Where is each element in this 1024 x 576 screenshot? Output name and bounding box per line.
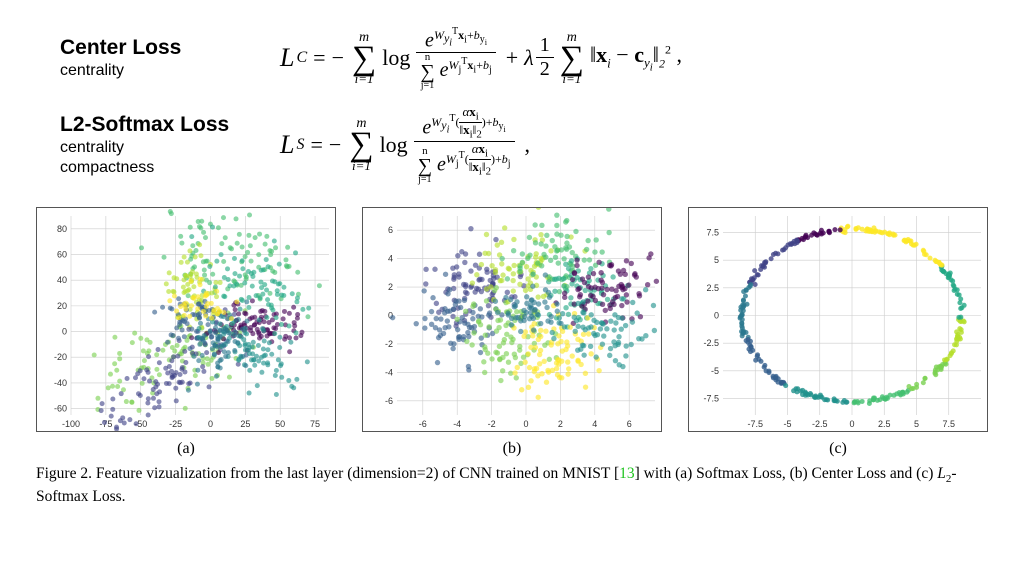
svg-text:60: 60 bbox=[57, 250, 67, 260]
plot-b: -6-4-20246-6-4-20246 bbox=[362, 207, 662, 432]
svg-text:0: 0 bbox=[849, 419, 854, 429]
svg-text:2: 2 bbox=[558, 419, 563, 429]
svg-text:0: 0 bbox=[208, 419, 213, 429]
plot-c: -7.5 -5 -2.5 0 2.5 5 7.5 -7.5 -5 -2.5 0 2.5 5 7.5 bbox=[688, 207, 988, 432]
svg-text:-2: -2 bbox=[385, 339, 393, 349]
svg-text:0: 0 bbox=[714, 311, 719, 321]
svg-text:0: 0 bbox=[62, 327, 67, 337]
svg-text:7.5: 7.5 bbox=[706, 228, 719, 238]
svg-text:25: 25 bbox=[240, 419, 250, 429]
l2-softmax-sub1: centrality bbox=[60, 139, 280, 157]
svg-text:5: 5 bbox=[714, 255, 719, 265]
svg-text:0: 0 bbox=[523, 419, 528, 429]
svg-text:6: 6 bbox=[388, 225, 393, 235]
svg-text:-7.5: -7.5 bbox=[703, 393, 719, 403]
svg-text:75: 75 bbox=[310, 419, 320, 429]
svg-text:-6: -6 bbox=[385, 396, 393, 406]
l2-softmax-equation: LS = − m∑i=1 log eWyiT(αxi‖xi‖2)+byi n∑j… bbox=[280, 105, 964, 184]
svg-text:80: 80 bbox=[57, 224, 67, 234]
svg-text:4: 4 bbox=[388, 254, 393, 264]
plot-c-wrap: -7.5 -5 -2.5 0 2.5 5 7.5 -7.5 -5 -2.5 0 2.5 5 7.5 (c) bbox=[688, 207, 988, 458]
svg-text:-6: -6 bbox=[419, 419, 427, 429]
svg-text:20: 20 bbox=[57, 301, 67, 311]
svg-text:-7.5: -7.5 bbox=[747, 419, 763, 429]
caption-l2: L bbox=[937, 465, 946, 482]
center-loss-subtitle: centrality bbox=[60, 62, 280, 80]
svg-text:-60: -60 bbox=[54, 404, 67, 414]
caption-middle: ] with (a) Softmax Loss, (b) Center Loss… bbox=[635, 465, 938, 482]
svg-text:-20: -20 bbox=[54, 352, 67, 362]
center-loss-label: Center Loss centrality bbox=[60, 36, 280, 80]
svg-text:40: 40 bbox=[57, 275, 67, 285]
svg-text:-5: -5 bbox=[783, 419, 791, 429]
svg-text:-4: -4 bbox=[385, 367, 393, 377]
svg-text:4: 4 bbox=[592, 419, 597, 429]
l2-softmax-sub2: compactness bbox=[60, 159, 280, 177]
svg-text:-2.5: -2.5 bbox=[703, 338, 719, 348]
plot-a-letter: (a) bbox=[177, 440, 195, 458]
svg-text:-2: -2 bbox=[488, 419, 496, 429]
caption-prefix: Figure 2. Feature vizualization from the… bbox=[36, 465, 619, 482]
svg-text:7.5: 7.5 bbox=[942, 419, 955, 429]
figure-caption: Figure 2. Feature vizualization from the… bbox=[0, 458, 1024, 508]
svg-text:2.5: 2.5 bbox=[706, 283, 719, 293]
plots-row: -100-75-50-250255075-60-40-20020406080 (… bbox=[0, 197, 1024, 458]
svg-text:50: 50 bbox=[275, 419, 285, 429]
center-loss-title: Center Loss bbox=[60, 36, 280, 60]
l2-softmax-title: L2-Softmax Loss bbox=[60, 113, 280, 137]
l2-softmax-label: L2-Softmax Loss centrality compactness bbox=[60, 113, 280, 177]
svg-text:-100: -100 bbox=[62, 419, 80, 429]
svg-text:2.5: 2.5 bbox=[878, 419, 891, 429]
plot-a-wrap: -100-75-50-250255075-60-40-20020406080 (… bbox=[36, 207, 336, 458]
svg-text:2: 2 bbox=[388, 282, 393, 292]
svg-text:-25: -25 bbox=[169, 419, 182, 429]
svg-text:-40: -40 bbox=[54, 378, 67, 388]
center-loss-row: Center Loss centrality LC = − m∑i=1 log … bbox=[0, 0, 1024, 92]
svg-text:5: 5 bbox=[914, 419, 919, 429]
svg-text:-4: -4 bbox=[453, 419, 461, 429]
center-loss-equation: LC = − m∑i=1 log eWyiTxi+byi n∑j=1 eWjTx… bbox=[280, 26, 964, 91]
svg-text:-2.5: -2.5 bbox=[812, 419, 828, 429]
svg-text:6: 6 bbox=[627, 419, 632, 429]
plot-c-letter: (c) bbox=[829, 440, 847, 458]
plot-b-wrap: -6-4-20246-6-4-20246 (b) bbox=[362, 207, 662, 458]
caption-ref: 13 bbox=[619, 465, 635, 482]
plot-b-letter: (b) bbox=[503, 440, 522, 458]
plot-a: -100-75-50-250255075-60-40-20020406080 bbox=[36, 207, 336, 432]
l2-softmax-row: L2-Softmax Loss centrality compactness L… bbox=[0, 92, 1024, 197]
svg-text:-5: -5 bbox=[711, 366, 719, 376]
